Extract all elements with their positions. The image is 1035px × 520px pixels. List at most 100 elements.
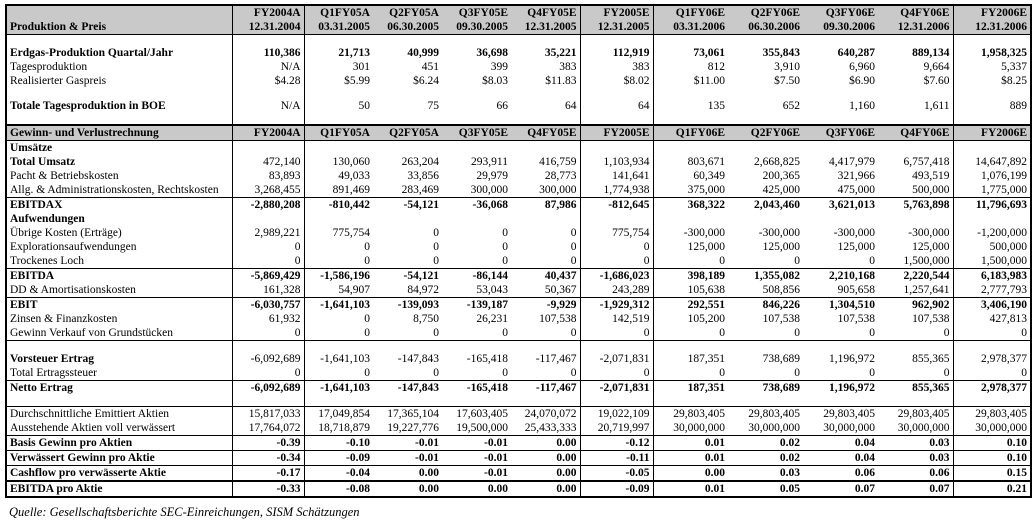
cell: 0 bbox=[364, 255, 370, 267]
cell: 0 bbox=[719, 255, 725, 267]
cell: 17,365,104 bbox=[373, 406, 442, 421]
cell: 0 bbox=[719, 367, 725, 379]
cell: 0 bbox=[580, 326, 654, 341]
cell: -139,093 bbox=[373, 297, 442, 312]
cell bbox=[803, 395, 878, 407]
cell: 0.01 bbox=[653, 435, 728, 451]
cell: 500,000 bbox=[878, 183, 954, 198]
cell: 4,417,979 bbox=[829, 156, 875, 168]
spacer-row bbox=[6, 395, 1031, 407]
cell: -0.39 bbox=[232, 435, 305, 451]
cell: 0 bbox=[869, 327, 875, 339]
cell: 3,910 bbox=[774, 61, 800, 73]
cell: 0 bbox=[869, 255, 875, 267]
cell: 66 bbox=[496, 100, 509, 112]
table-row: Gewinn Verkauf von Grundstücken 0 0 0 0 0 0 0 0 0… bbox=[6, 326, 1031, 341]
cell bbox=[304, 340, 373, 352]
cell bbox=[653, 88, 728, 99]
cell bbox=[511, 212, 581, 226]
cell: 0.02 bbox=[728, 435, 803, 451]
row-label: Verwässert Gewinn pro Aktie bbox=[6, 450, 233, 466]
cell bbox=[373, 340, 442, 352]
cell bbox=[653, 340, 728, 352]
cell: 0.07 bbox=[803, 480, 878, 497]
financial-table: Produktion & Preis FY2004A 12.31.2004 Q1FY… bbox=[5, 4, 1032, 498]
cell: 1,958,325 bbox=[981, 47, 1027, 59]
cell: 0 bbox=[364, 313, 370, 325]
cell: 640,287 bbox=[837, 47, 875, 59]
cell: -0.04 bbox=[304, 465, 373, 481]
table-row: Totale Tagesproduktion in BOE N/A 50 75 66 64… bbox=[6, 99, 1031, 113]
cell: 0.00 bbox=[511, 435, 581, 451]
row-label: Trockenes Loch bbox=[6, 254, 233, 269]
row-label: Zinsen & Finanzkosten bbox=[6, 312, 233, 326]
table-row: Übrige Kosten (Erträge) 2,989,221 775,754 0… bbox=[6, 226, 1031, 240]
cell: 20,719,997 bbox=[580, 421, 654, 436]
cell: 0 bbox=[502, 241, 508, 253]
cell bbox=[728, 212, 803, 226]
table-row: Explorationsaufwendungen 0 0 0 0 0 0 125,000 125… bbox=[6, 240, 1031, 254]
cell: 905,658 bbox=[837, 284, 875, 296]
cell: -1,929,312 bbox=[580, 297, 654, 312]
cell: -6,030,757 bbox=[232, 297, 305, 312]
cell: Q4FY06E bbox=[878, 124, 954, 141]
cell bbox=[442, 141, 511, 156]
cell: $8.03 bbox=[482, 75, 508, 87]
cell bbox=[511, 34, 581, 46]
row-label: EBITDA pro Aktie bbox=[6, 480, 233, 497]
cell: 0 bbox=[511, 326, 581, 341]
cell: 1,103,934 bbox=[580, 155, 654, 169]
row-label: Tagesproduktion bbox=[6, 60, 233, 74]
cell: 30,000,000 bbox=[673, 422, 725, 434]
cell bbox=[878, 88, 954, 99]
row-label: Explorationsaufwendungen bbox=[6, 240, 233, 254]
cell: 0 bbox=[1021, 367, 1027, 379]
cell: 383 bbox=[580, 60, 654, 74]
cell: $6.90 bbox=[849, 75, 875, 87]
table-row: Basis Gewinn pro Aktien -0.39 -0.10 -0.01 -0… bbox=[6, 435, 1031, 451]
cell: 6,960 bbox=[849, 61, 875, 73]
cell: 3,621,013 bbox=[803, 197, 878, 212]
cell bbox=[953, 395, 1031, 407]
cell bbox=[442, 212, 511, 226]
cell: 125,000 bbox=[762, 241, 800, 253]
cell: 300,000 bbox=[470, 184, 508, 196]
cell: 30,000,000 bbox=[975, 422, 1027, 434]
cell bbox=[878, 34, 954, 46]
cell bbox=[442, 395, 511, 407]
cell: -0.05 bbox=[580, 465, 654, 481]
cell: 0.00 bbox=[373, 480, 442, 497]
cell: 0 bbox=[232, 240, 305, 254]
cell bbox=[653, 113, 728, 125]
cell: 5,337 bbox=[1001, 61, 1027, 73]
cell: 0.00 bbox=[373, 465, 442, 481]
cell: 0.01 bbox=[653, 450, 728, 466]
table-row: Durchschnittliche Emittiert Aktien 15,817… bbox=[6, 406, 1031, 421]
cell: 472,140 bbox=[232, 155, 305, 169]
row-label: Durchschnittliche Emittiert Aktien bbox=[6, 406, 233, 421]
cell: 40,437 bbox=[511, 268, 581, 283]
cell bbox=[728, 88, 803, 99]
cell: $8.25 bbox=[1001, 75, 1027, 87]
cell: 0 bbox=[580, 240, 654, 254]
cell: 30,000,000 bbox=[748, 422, 800, 434]
cell bbox=[511, 340, 581, 352]
cell: 5,763,898 bbox=[878, 197, 954, 212]
cell: 30,000,000 bbox=[878, 421, 954, 436]
cell bbox=[580, 113, 654, 125]
cell: 105,200 bbox=[687, 313, 725, 325]
cell bbox=[653, 212, 728, 226]
cell: 0 bbox=[433, 227, 439, 239]
row-label bbox=[6, 113, 233, 125]
cell bbox=[728, 113, 803, 125]
cell: 738,689 bbox=[762, 353, 800, 365]
cell bbox=[511, 88, 581, 99]
cell: 2,220,544 bbox=[878, 268, 954, 283]
cell: -2,071,831 bbox=[580, 380, 654, 395]
cell: 125,000 bbox=[878, 240, 954, 254]
cell: 0 bbox=[502, 255, 508, 267]
cell: 0 bbox=[511, 366, 581, 381]
cell: 29,803,405 bbox=[953, 406, 1031, 421]
cell: 29,803,405 bbox=[803, 406, 878, 421]
cell: 0 bbox=[364, 367, 370, 379]
